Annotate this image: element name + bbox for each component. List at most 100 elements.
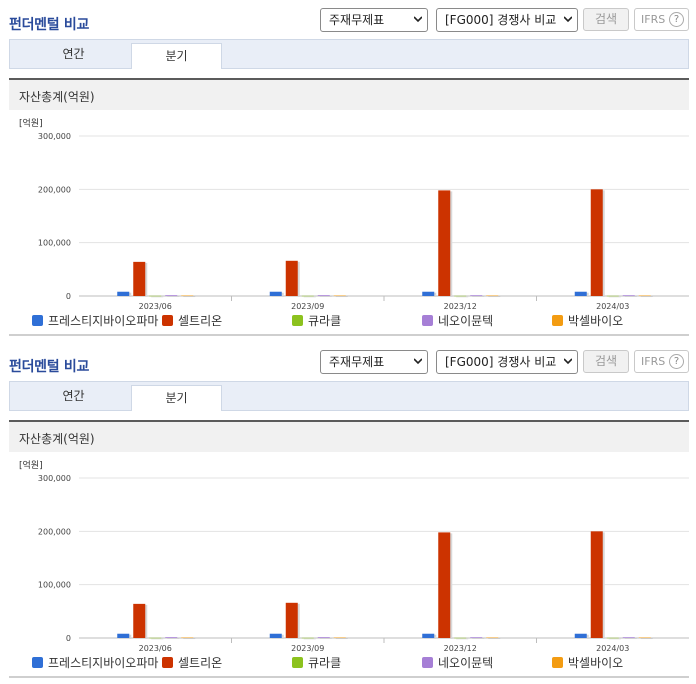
ifrs-button[interactable]: IFRS ? — [634, 8, 689, 31]
bar-shadow — [608, 638, 621, 640]
bar-3 — [470, 295, 483, 296]
tab-annual[interactable]: 연간 — [62, 47, 85, 61]
bar-shadow — [183, 638, 196, 640]
bar-0 — [117, 633, 130, 638]
legend-swatch — [162, 657, 173, 668]
unit-label: [억원] — [19, 117, 43, 129]
bar-3 — [165, 295, 178, 296]
compare-select[interactable]: [FG000] 경쟁사 비교 — [436, 8, 578, 32]
bar-2 — [606, 637, 619, 639]
y-tick-label: 0 — [66, 292, 71, 301]
x-tick-label: 2023/06 — [139, 644, 172, 653]
bar-4 — [333, 295, 346, 297]
compare-select-value: [FG000] 경쟁사 비교 — [445, 13, 557, 27]
bar-4 — [181, 295, 194, 297]
bar-0 — [574, 633, 587, 638]
bar-4 — [486, 295, 499, 297]
legend-item[interactable]: 박셀바이오 — [552, 654, 623, 672]
y-tick-label: 100,000 — [38, 239, 71, 248]
bar-shadow — [303, 296, 316, 298]
legend-item[interactable]: 셀트리온 — [162, 654, 222, 672]
section-header: 자산총계(억원) — [9, 420, 689, 452]
bar-2 — [301, 637, 314, 639]
bar-1 — [285, 260, 298, 296]
bar-1 — [133, 603, 146, 638]
bar-0 — [574, 291, 587, 296]
bar-shadow — [624, 638, 637, 639]
bar-0 — [117, 291, 130, 296]
bar-shadow — [640, 638, 653, 640]
legend-swatch — [552, 315, 563, 326]
x-tick-label: 2024/03 — [596, 644, 629, 653]
help-icon[interactable]: ? — [669, 354, 684, 369]
legend-swatch — [32, 657, 43, 668]
legend-swatch — [552, 657, 563, 668]
bar-3 — [165, 637, 178, 638]
legend-swatch — [292, 657, 303, 668]
legend-label: 큐라클 — [308, 656, 342, 670]
legend-item[interactable]: 네오이뮨텍 — [422, 312, 493, 330]
search-button[interactable]: 검색 — [583, 8, 629, 31]
asset-total-chart: [억원] 0 100,000 200,000 300,000 2023/06 2023/09… — [9, 112, 689, 337]
legend-swatch — [292, 315, 303, 326]
statement-select-value: 주재무제표 — [329, 355, 385, 369]
bar-chart-svg: [억원] 0 100,000 200,000 300,000 2023/06 2023/09… — [19, 459, 689, 653]
bar-3 — [317, 637, 330, 638]
bar-3 — [317, 295, 330, 296]
section-header: 자산총계(억원) — [9, 78, 689, 110]
ifrs-button[interactable]: IFRS ? — [634, 350, 689, 373]
legend-swatch — [422, 315, 433, 326]
x-tick-label: 2023/09 — [291, 302, 324, 311]
x-tick-label: 2023/12 — [444, 302, 477, 311]
ifrs-label: IFRS — [641, 13, 666, 26]
statement-select[interactable]: 주재무제표 — [320, 8, 428, 32]
bar-1 — [133, 261, 146, 296]
panel-header: 펀더멘털 비교 주재무제표 [FG000] 경쟁사 비교 검색 IFRS ? — [0, 0, 696, 38]
legend-label: 프레스티지바이오파마 — [48, 314, 159, 328]
bar-1 — [590, 189, 603, 296]
bar-1 — [438, 190, 451, 296]
asset-total-chart: [억원] 0 100,000 200,000 300,000 2023/06 2023/09… — [9, 454, 689, 679]
section-title: 자산총계(억원) — [19, 90, 95, 104]
chevron-down-icon — [564, 16, 572, 23]
legend-item[interactable]: 셀트리온 — [162, 312, 222, 330]
chevron-down-icon — [414, 16, 422, 23]
tab-annual[interactable]: 연간 — [62, 389, 85, 403]
bar-4 — [333, 637, 346, 639]
chevron-down-icon — [564, 358, 572, 365]
legend-item[interactable]: 큐라클 — [292, 654, 341, 672]
x-tick-label: 2023/09 — [291, 644, 324, 653]
x-tick-label: 2024/03 — [596, 302, 629, 311]
legend-label: 큐라클 — [308, 314, 342, 328]
bar-2 — [454, 295, 467, 297]
tab-quarterly[interactable]: 분기 — [131, 385, 222, 411]
chart-legend: 프레스티지바이오파마 셀트리온 큐라클 네오이뮨텍 박셀바이오 — [9, 654, 689, 672]
bar-0 — [422, 633, 435, 638]
statement-select-value: 주재무제표 — [329, 13, 385, 27]
bar-2 — [149, 637, 162, 639]
legend-item[interactable]: 프레스티지바이오파마 — [32, 312, 162, 330]
panel-title: 펀더멘털 비교 — [9, 17, 90, 33]
compare-select[interactable]: [FG000] 경쟁사 비교 — [436, 350, 578, 374]
bar-0 — [269, 633, 282, 638]
legend-item[interactable]: 박셀바이오 — [552, 312, 623, 330]
statement-select[interactable]: 주재무제표 — [320, 350, 428, 374]
bar-shadow — [303, 638, 316, 640]
bar-shadow — [456, 638, 469, 640]
bar-shadow — [640, 296, 653, 298]
legend-item[interactable]: 프레스티지바이오파마 — [32, 654, 162, 672]
bar-shadow — [488, 638, 501, 640]
bar-shadow — [456, 296, 469, 298]
legend-item[interactable]: 네오이뮨텍 — [422, 654, 493, 672]
search-button[interactable]: 검색 — [583, 350, 629, 373]
bar-shadow — [472, 296, 485, 297]
period-tabs: 연간 분기 — [9, 381, 689, 411]
y-tick-label: 0 — [66, 634, 71, 643]
x-tick-label: 2023/06 — [139, 302, 172, 311]
bar-shadow — [167, 638, 180, 639]
bar-shadow — [319, 296, 332, 297]
legend-item[interactable]: 큐라클 — [292, 312, 341, 330]
chevron-down-icon — [414, 358, 422, 365]
help-icon[interactable]: ? — [669, 12, 684, 27]
tab-quarterly[interactable]: 분기 — [131, 43, 222, 69]
